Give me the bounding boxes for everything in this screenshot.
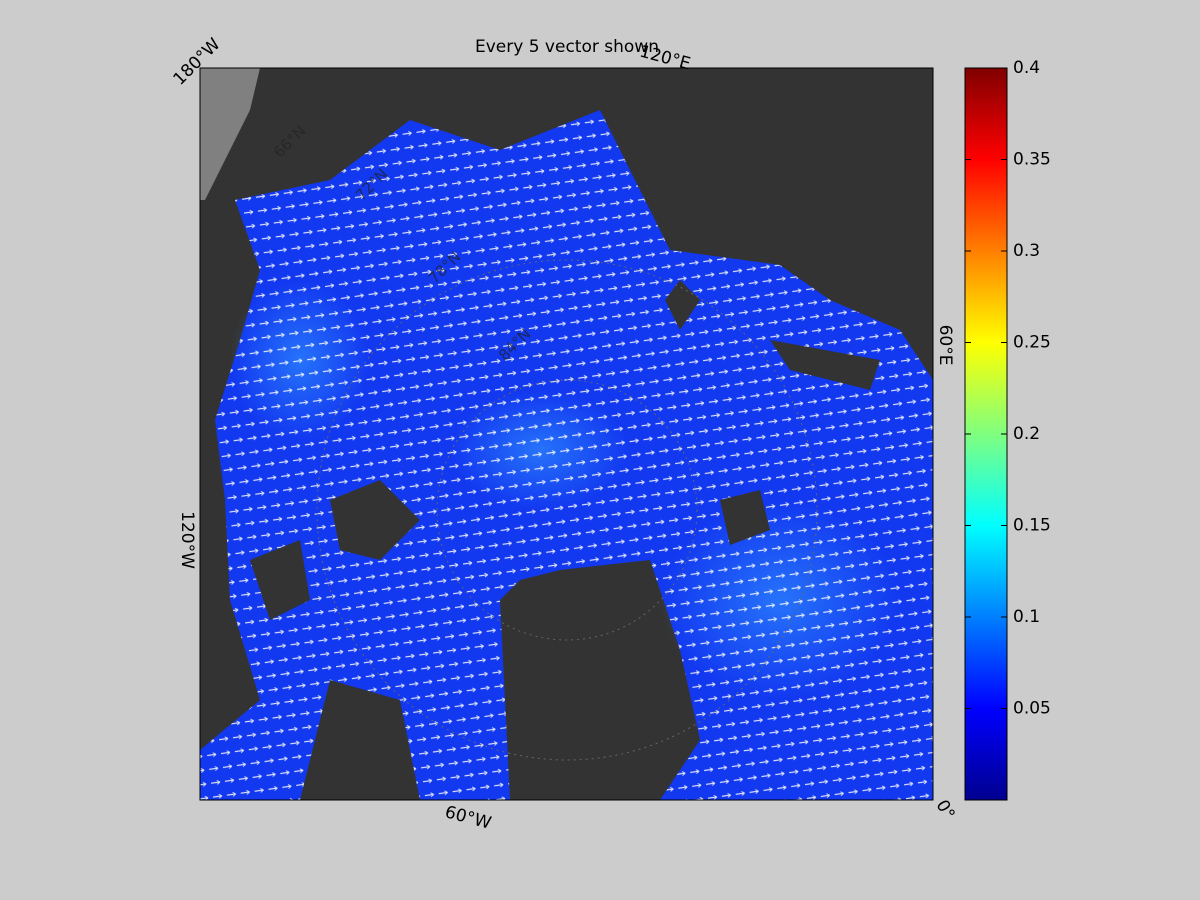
longitude-label: 0° — [932, 797, 959, 824]
colorbar-tick-label: 0.4 — [1013, 58, 1040, 78]
latitude-circle — [436, 379, 698, 641]
colorbar-tick-label: 0.2 — [1013, 424, 1040, 444]
map-frame — [199, 67, 934, 801]
longitude-label: 120°W — [177, 511, 197, 569]
colorbar-tick-label: 0.15 — [1013, 516, 1051, 536]
colorbar: 0.05 0.1 0.15 0.2 0.25 0.3 0.35 0.4 — [964, 58, 1051, 801]
colorbar-tick-label: 0.3 — [1013, 241, 1040, 261]
outside-area — [200, 68, 260, 200]
colorbar-tick-label: 0.1 — [1013, 607, 1040, 627]
colorbar-tick-label: 0.05 — [1013, 699, 1051, 719]
map-area — [200, 68, 933, 800]
colorbar-tick-label: 0.35 — [1013, 150, 1051, 170]
vector-field — [200, 110, 933, 800]
longitude-label: 60°W — [443, 802, 494, 834]
colorbar-gradient — [965, 68, 1007, 800]
latitude-circle — [316, 259, 818, 761]
colorbar-tick-label: 0.25 — [1013, 333, 1051, 353]
longitude-label: 60°E — [935, 325, 955, 366]
map-title: Every 5 vector shown — [475, 37, 659, 57]
